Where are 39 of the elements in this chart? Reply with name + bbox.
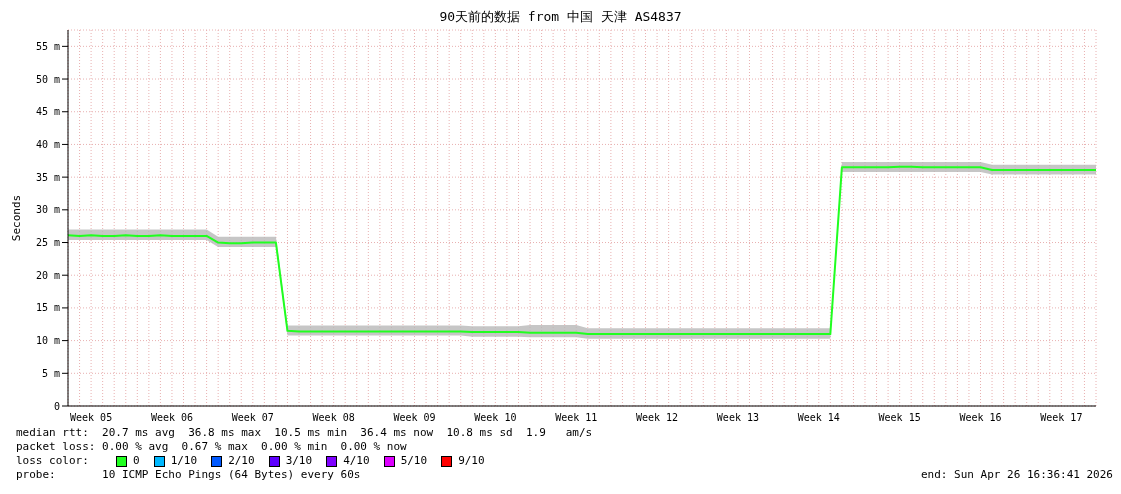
text: median rtt: 20.7 ms avg 36.8 ms max 10.5 ms min 36.4 ms now 10.8 ms sd 1.9 am/s <box>16 426 594 440</box>
x-tick-label: Week 08 <box>312 412 355 424</box>
y-tick-label: 55 m <box>35 40 60 52</box>
y-tick-label: 50 m <box>35 73 60 85</box>
x-tick-label: Week 16 <box>959 412 1002 424</box>
chart-title: 90天前的数据 from 中国 天津 AS4837 <box>438 8 683 26</box>
x-tick-label: Week 05 <box>70 412 113 424</box>
x-tick-label: Week 10 <box>474 412 517 424</box>
y-tick-label: 45 m <box>35 106 60 118</box>
x-tick-label: Week 12 <box>636 412 679 424</box>
x-tick-label: Week 07 <box>231 412 274 424</box>
x-tick-label: Week 13 <box>716 412 760 424</box>
legend-label: 2/10 <box>228 454 255 468</box>
y-tick-label: 10 m <box>35 335 60 347</box>
x-tick-label: Week 14 <box>797 412 840 424</box>
legend-label: 4/10 <box>343 454 370 468</box>
y-tick-label: 25 m <box>35 237 60 249</box>
legend-label: 9/10 <box>458 454 485 468</box>
x-tick-label: Week 06 <box>150 412 194 424</box>
x-tick-label: Week 17 <box>1040 412 1083 424</box>
y-tick-label: 15 m <box>35 302 60 314</box>
y-tick-label: 30 m <box>35 204 60 216</box>
y-tick-label: 0 <box>53 400 60 412</box>
y-tick-label: 35 m <box>35 171 60 183</box>
y-tick-label: 40 m <box>35 138 60 150</box>
x-tick-label: Week 09 <box>393 412 436 424</box>
legend-label: 1/10 <box>170 454 198 468</box>
text: probe: 10 ICMP Echo Pings (64 Bytes) every 60s <box>16 468 361 482</box>
y-axis-title: Seconds <box>9 194 23 242</box>
legend-label: 3/10 <box>285 454 313 468</box>
legend-label: 0 <box>133 454 140 468</box>
x-tick-label: Week 15 <box>878 412 921 424</box>
x-tick-label: Week 11 <box>555 412 598 424</box>
legend-label: 5/10 <box>400 454 428 468</box>
legend-title: loss color: <box>16 454 90 468</box>
text: packet loss: 0.00 % avg 0.67 % max 0.00 % min 0.00 % now <box>16 440 408 454</box>
y-tick-label: 5 m <box>41 367 60 379</box>
text: end: Sun Apr 26 16:36:41 2026 <box>920 468 1113 482</box>
y-tick-label: 20 m <box>35 269 60 281</box>
